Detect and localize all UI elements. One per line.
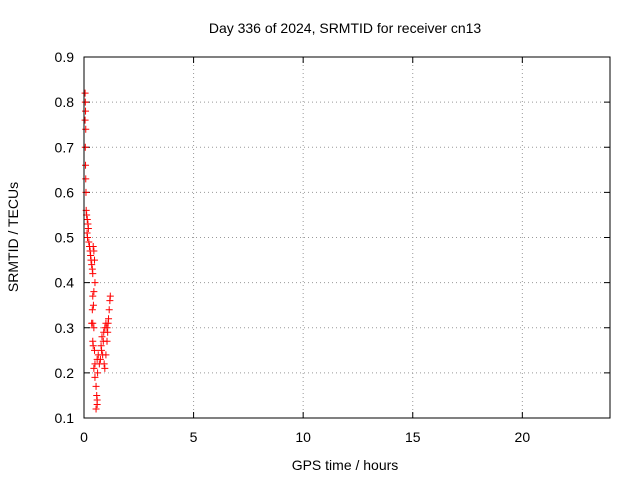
y-tick-label: 0.3 bbox=[55, 320, 75, 336]
y-tick-label: 0.9 bbox=[55, 49, 75, 65]
data-point bbox=[89, 292, 97, 300]
data-point bbox=[89, 301, 97, 309]
data-point bbox=[98, 333, 106, 341]
data-point bbox=[90, 324, 98, 332]
chart-title: Day 336 of 2024, SRMTID for receiver cn1… bbox=[209, 20, 482, 36]
data-point bbox=[89, 319, 97, 327]
data-point bbox=[89, 270, 97, 278]
y-axis-label: SRMTID / TECUs bbox=[5, 182, 21, 292]
y-tick-label: 0.7 bbox=[55, 139, 75, 155]
data-point bbox=[91, 373, 99, 381]
data-point bbox=[83, 215, 91, 223]
data-point bbox=[94, 369, 102, 377]
data-point bbox=[81, 89, 89, 97]
y-tick-label: 0.2 bbox=[55, 365, 75, 381]
data-point bbox=[93, 400, 101, 408]
data-point bbox=[88, 306, 96, 314]
data-point bbox=[81, 143, 89, 151]
data-point bbox=[92, 382, 100, 390]
grid-lines bbox=[84, 57, 610, 418]
plot-frame bbox=[83, 56, 611, 419]
x-tick-label: 10 bbox=[295, 429, 311, 445]
axis-ticks: 0.1 0.2 0.3 0.4 0.5 0.6 0.7 0.8 0.9 0 5 10 15 20 bbox=[55, 49, 610, 445]
data-point bbox=[92, 405, 100, 413]
y-tick-label: 0.1 bbox=[55, 410, 75, 426]
data-point bbox=[103, 324, 111, 332]
data-point bbox=[84, 224, 92, 232]
data-point bbox=[97, 342, 105, 350]
data-point bbox=[104, 328, 112, 336]
data-point bbox=[89, 243, 97, 251]
y-tick-label: 0.8 bbox=[55, 94, 75, 110]
data-point bbox=[89, 342, 97, 350]
x-tick-label: 0 bbox=[80, 429, 88, 445]
data-point bbox=[82, 175, 90, 183]
data-point bbox=[103, 337, 111, 345]
data-point bbox=[90, 247, 98, 255]
data-points bbox=[81, 89, 114, 413]
data-point bbox=[100, 360, 108, 368]
data-point bbox=[88, 261, 96, 269]
data-point bbox=[85, 238, 93, 246]
y-tick-label: 0.6 bbox=[55, 184, 75, 200]
data-point bbox=[101, 364, 109, 372]
data-point bbox=[82, 161, 90, 169]
data-point bbox=[81, 98, 89, 106]
y-tick-label: 0.4 bbox=[55, 275, 75, 291]
data-point bbox=[90, 288, 98, 296]
data-point bbox=[91, 346, 99, 354]
y-tick-label: 0.5 bbox=[55, 230, 75, 246]
data-point bbox=[102, 351, 110, 359]
data-point bbox=[90, 364, 98, 372]
data-point bbox=[96, 355, 104, 363]
x-tick-label: 5 bbox=[190, 429, 198, 445]
data-point bbox=[82, 125, 90, 133]
x-axis-label: GPS time / hours bbox=[292, 457, 399, 473]
x-tick-label: 15 bbox=[405, 429, 421, 445]
data-point bbox=[106, 292, 114, 300]
data-point bbox=[105, 306, 113, 314]
data-point bbox=[91, 256, 99, 264]
data-point bbox=[105, 315, 113, 323]
data-point bbox=[82, 107, 90, 115]
data-point bbox=[91, 279, 99, 287]
x-tick-label: 20 bbox=[515, 429, 531, 445]
data-point bbox=[81, 116, 89, 124]
data-point bbox=[84, 234, 92, 241]
